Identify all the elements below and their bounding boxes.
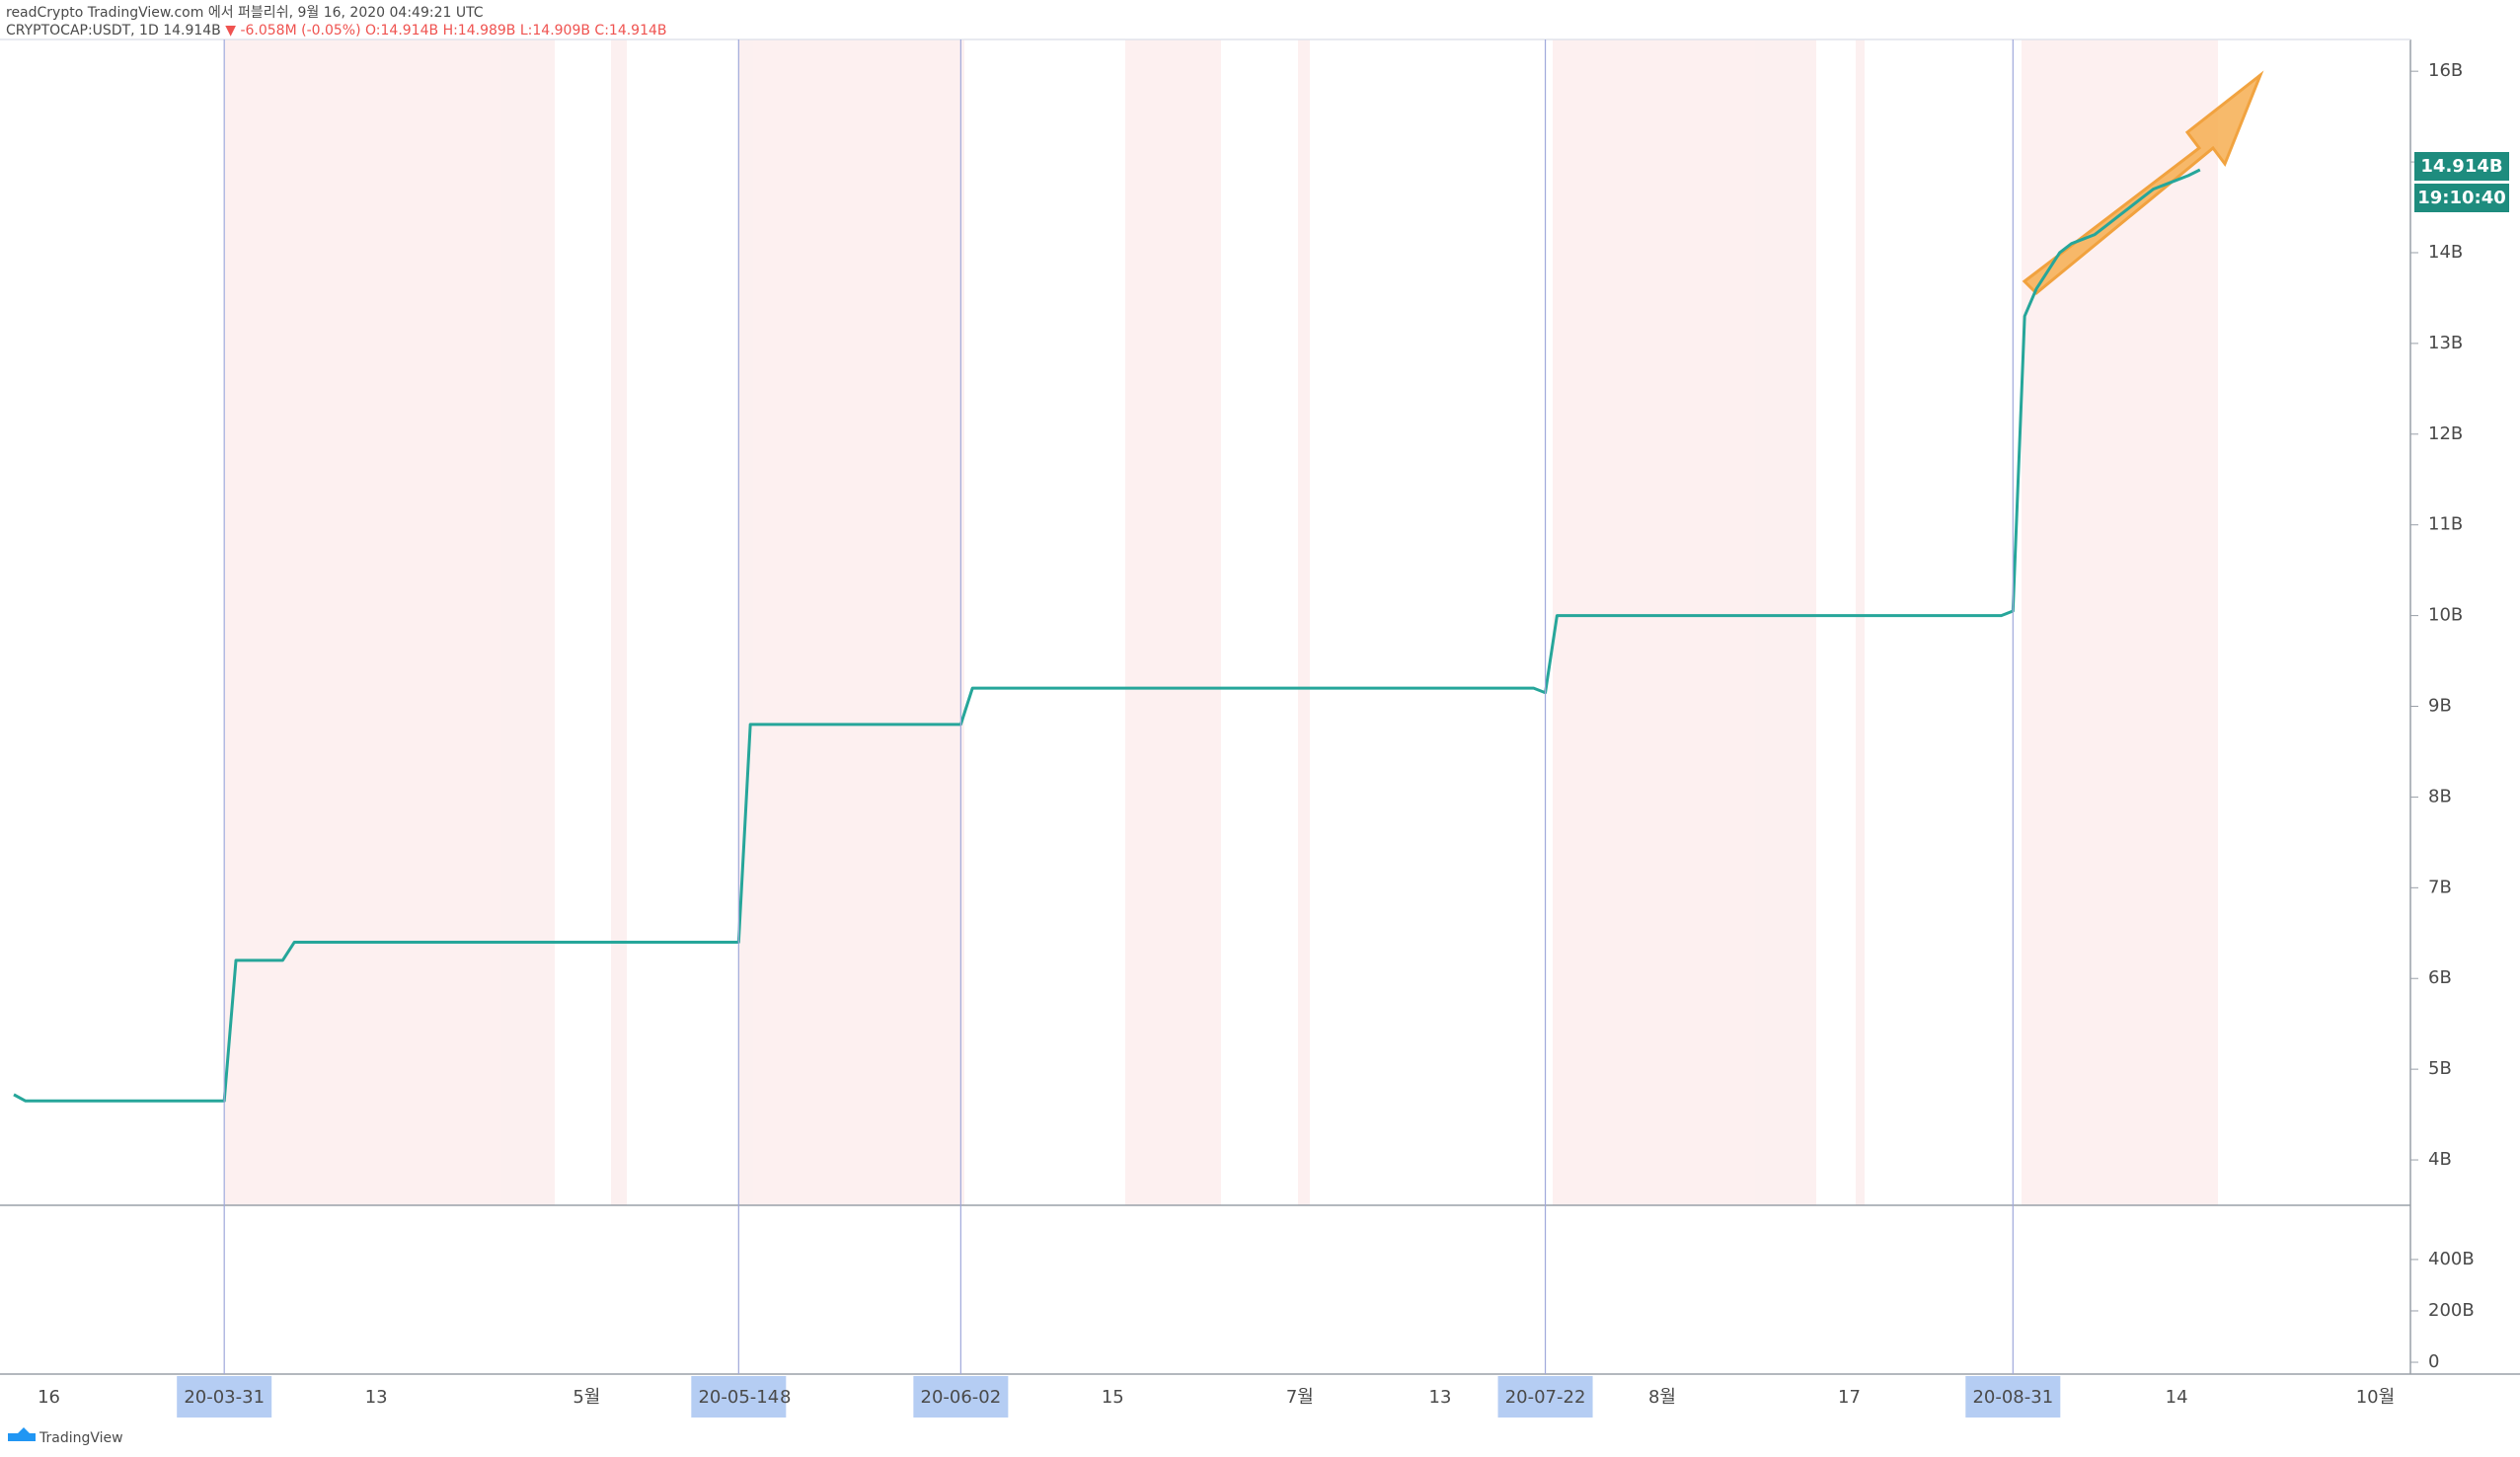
y-tick-label: 8B — [2428, 786, 2452, 806]
band — [1125, 39, 1221, 1205]
y-tick-label: 9B — [2428, 696, 2452, 717]
y-tick-label: 200B — [2428, 1300, 2475, 1321]
x-tick-label: 14 — [2166, 1387, 2188, 1408]
brand-logo — [8, 1427, 36, 1441]
x-tick-label: 13 — [365, 1387, 388, 1408]
ohlc: H:14.989B — [443, 23, 516, 38]
x-tick-label: 20-08-31 — [1972, 1387, 2053, 1408]
x-tick-label: 8월 — [1648, 1387, 1676, 1408]
band — [2022, 39, 2218, 1205]
band — [1553, 39, 1816, 1205]
y-tick-label: 5B — [2428, 1058, 2452, 1079]
band — [225, 39, 555, 1205]
y-tick-label: 13B — [2428, 333, 2463, 353]
x-tick-label: 13 — [1429, 1387, 1452, 1408]
y-tick-label: 12B — [2428, 423, 2463, 444]
y-tick-label: 10B — [2428, 605, 2463, 626]
x-tick-label: 7월 — [1286, 1387, 1314, 1408]
x-label-box — [1965, 1376, 2061, 1418]
symbol: CRYPTOCAP:USDT, 1D 14.914B — [6, 23, 221, 38]
x-label-box — [1497, 1376, 1593, 1418]
price-badge — [2414, 152, 2509, 181]
price-line — [13, 168, 2201, 1103]
y-tick-label: 4B — [2428, 1149, 2452, 1170]
ohlc: L:14.909B — [520, 23, 590, 38]
plot: 4B5B6B7B8B9B10B11B12B13B14B15B16B0200B40… — [13, 39, 2475, 1418]
symbol-line: CRYPTOCAP:USDT, 1D 14.914B ▼ -6.058M (-0… — [6, 23, 667, 38]
brand: TradingView — [38, 1430, 123, 1446]
x-tick-label: 16 — [38, 1387, 60, 1408]
y-tick-label: 0 — [2428, 1351, 2439, 1372]
x-tick-label: 8 — [780, 1387, 791, 1408]
x-tick-label: 17 — [1838, 1387, 1861, 1408]
ohlc: O:14.914B — [365, 23, 438, 38]
x-tick-label: 5월 — [573, 1387, 600, 1408]
y-tick-label: 400B — [2428, 1249, 2475, 1269]
y-tick-label: 11B — [2428, 514, 2463, 535]
x-tick-label: 10월 — [2356, 1387, 2395, 1408]
x-label-box — [913, 1376, 1009, 1418]
x-tick-label: 20-03-31 — [184, 1387, 265, 1408]
countdown-badge — [2414, 184, 2509, 212]
session-bands — [225, 39, 2218, 1205]
y-tick-label: 14B — [2428, 242, 2463, 263]
x-tick-label: 15 — [1102, 1387, 1124, 1408]
band — [611, 39, 627, 1205]
countdown: 19:10:40 — [2417, 188, 2506, 208]
band — [739, 39, 964, 1205]
x-label-box — [691, 1376, 787, 1418]
y-tick-label: 6B — [2428, 967, 2452, 988]
publisher-line: readCrypto TradingView.com 에서 퍼블리쉬, 9월 1… — [6, 5, 484, 21]
x-tick-label: 20-05-14 — [698, 1387, 779, 1408]
x-tick-label: 20-06-02 — [921, 1387, 1002, 1408]
y-tick-label: 7B — [2428, 877, 2452, 897]
ohlc: C:14.914B — [594, 23, 666, 38]
y-tick-label: 16B — [2428, 60, 2463, 81]
band — [1298, 39, 1310, 1205]
band — [1856, 39, 1865, 1205]
frame — [0, 38, 2520, 1375]
change: ▼ -6.058M (-0.05%) — [225, 23, 360, 38]
x-tick-label: 20-07-22 — [1505, 1387, 1586, 1408]
price-label: 14.914B — [2420, 156, 2502, 177]
x-label-box — [177, 1376, 272, 1418]
